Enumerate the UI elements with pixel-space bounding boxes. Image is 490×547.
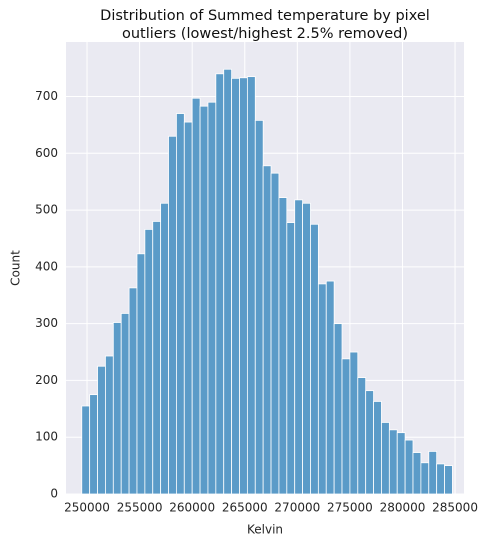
bar [231,77,240,495]
x-tick-label: 285000 [432,501,478,515]
bar [152,221,162,495]
chart-title: Distribution of Summed temperature by pi… [100,8,430,24]
y-tick-label: 0 [50,487,58,501]
bar [428,451,438,495]
bar [325,280,335,495]
bar [333,323,343,495]
bar [128,287,138,495]
bar [136,253,146,495]
bar [223,68,233,495]
x-axis-label: Kelvin [247,523,283,537]
bar [199,105,209,495]
x-tick-label: 265000 [222,501,268,515]
x-tick-label: 280000 [380,501,426,515]
bar [310,223,319,495]
bar [254,119,264,495]
bar [168,135,177,495]
bar [183,121,193,495]
bar [404,439,414,495]
x-tick-label: 260000 [169,501,215,515]
bar [105,355,114,495]
bar [381,422,390,495]
x-tick-label: 250000 [64,501,110,515]
bar [302,202,311,495]
x-tick-label: 275000 [327,501,373,515]
bar [120,313,130,495]
bar [246,76,256,495]
bar [396,432,406,495]
y-tick-label: 700 [35,89,58,103]
bar [286,222,296,495]
bar [262,165,272,495]
chart-title: outliers (lowest/highest 2.5% removed) [122,26,408,42]
bar [341,358,351,495]
bar [270,172,280,495]
bar [144,228,154,495]
bar [357,377,367,495]
y-tick-label: 600 [35,146,58,160]
bar [112,322,122,495]
y-tick-label: 400 [35,259,58,273]
bar [388,429,398,495]
bar [176,113,185,495]
y-tick-label: 100 [35,430,58,444]
bar [436,463,445,495]
bar [444,465,453,495]
y-axis-label: Count [9,250,23,286]
bar [420,462,430,495]
bar [412,452,422,495]
x-tick-label: 255000 [117,501,163,515]
bar [97,365,106,495]
bar [160,202,169,495]
bar [215,73,225,495]
bar [191,97,201,495]
bar [81,405,91,495]
x-tick-label: 270000 [274,501,320,515]
bar [239,77,248,495]
bar [207,101,217,495]
y-tick-label: 200 [35,373,58,387]
bar [89,394,98,495]
bar [294,199,303,495]
bar [349,351,359,495]
bar [317,283,327,495]
bar [365,390,374,495]
bar [373,401,382,495]
y-tick-label: 500 [35,203,58,217]
y-tick-label: 300 [35,316,58,330]
bar [278,197,288,495]
